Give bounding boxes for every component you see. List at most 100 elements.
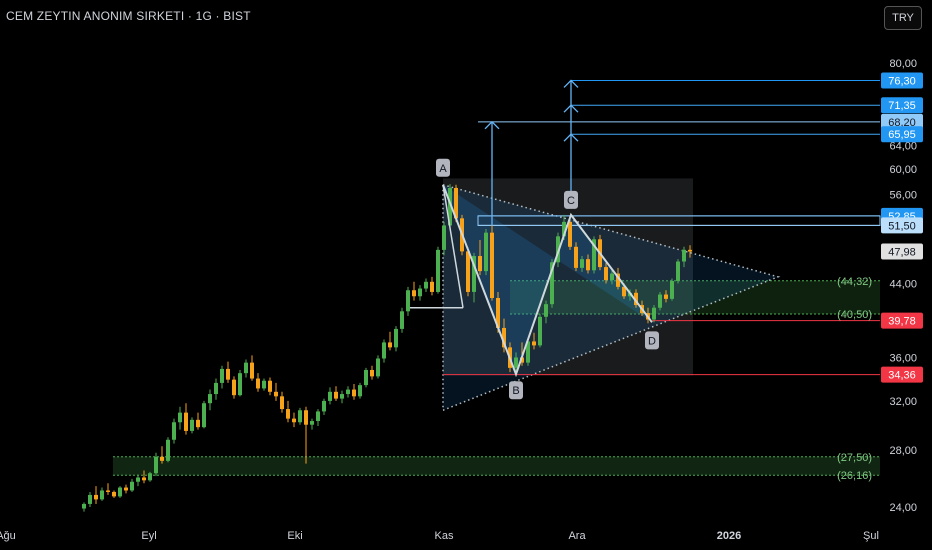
candle-body (118, 487, 122, 497)
candle-body (676, 261, 680, 281)
price-badge-text: 51,50 (888, 220, 916, 232)
candle-body (532, 341, 536, 346)
candle-body (334, 391, 338, 399)
candle (472, 252, 476, 303)
price-label: 68,20 (881, 113, 923, 130)
candle-body (586, 259, 590, 271)
point-label: C (567, 195, 575, 207)
candle-body (538, 316, 542, 346)
candle-body (124, 487, 128, 491)
price-label: 65,95 (881, 126, 923, 143)
candle (262, 378, 266, 391)
candle-body (214, 382, 218, 395)
price-badge-text: 47,98 (888, 247, 916, 259)
candle (388, 331, 392, 351)
candle (346, 386, 350, 398)
candle-body (454, 188, 458, 219)
candle-body (652, 307, 656, 320)
candle-body (544, 304, 548, 317)
candle (274, 382, 278, 401)
price-badge-bg (881, 312, 923, 329)
candle (358, 382, 362, 399)
candle (256, 373, 260, 392)
candle-body (262, 380, 266, 389)
candle-body (418, 288, 422, 297)
x-tick-label: Kas (435, 530, 454, 542)
x-tick-label: 2026 (717, 530, 741, 542)
arrow-head (563, 104, 579, 113)
candle (178, 406, 182, 430)
candle (364, 367, 368, 388)
x-tick-label: Ara (568, 530, 586, 542)
y-tick-label: 24,00 (889, 502, 917, 514)
candle-body (190, 419, 194, 431)
candle (124, 484, 128, 494)
candle (280, 391, 284, 413)
candle (658, 291, 662, 311)
candle-body (280, 396, 284, 410)
candle-body (322, 400, 326, 412)
y-tick-label: 80,00 (889, 58, 917, 70)
candle (406, 286, 410, 316)
candle (604, 263, 608, 284)
candle-body (202, 403, 206, 428)
price-badge-text: 71,35 (888, 100, 916, 112)
candle (412, 281, 416, 301)
candle (100, 487, 104, 501)
candle (418, 285, 422, 301)
y-tick-label: 56,00 (889, 190, 917, 202)
x-tick-label: Eki (287, 530, 302, 542)
point-badge (509, 381, 523, 400)
y-tick-label: 28,00 (889, 445, 917, 457)
candle (394, 326, 398, 352)
candle-body (472, 256, 476, 292)
candle-body (286, 409, 290, 419)
candle (634, 289, 638, 308)
candle (532, 332, 536, 350)
candle (688, 245, 692, 258)
candle-body (442, 225, 446, 250)
price-badge-bg (881, 243, 923, 260)
candle-body (616, 273, 620, 287)
point-label: B (512, 385, 519, 397)
candle-body (490, 232, 494, 299)
candle-body (232, 379, 236, 396)
candle-body (610, 273, 614, 281)
abcd-fill (443, 184, 652, 375)
candle (88, 491, 92, 507)
candle-body (370, 369, 374, 377)
candle-body (142, 477, 146, 481)
candle (238, 369, 242, 397)
candle (490, 225, 494, 301)
candle (310, 418, 314, 430)
price-badge-text: 39,78 (888, 316, 916, 328)
candle-body (484, 232, 488, 272)
candle (322, 398, 326, 416)
current-price-label: 47,98 (881, 243, 923, 260)
candle (136, 474, 140, 487)
chart-title: CEM ZEYTIN ANONIM SIRKETI · 1G · BIST (6, 9, 251, 23)
candle-body (364, 369, 368, 386)
candle (484, 229, 488, 276)
y-tick-label: 60,00 (889, 164, 917, 176)
candle-body (376, 358, 380, 377)
currency-button[interactable]: TRY (884, 6, 922, 30)
candle (436, 246, 440, 294)
candle-body (112, 491, 116, 497)
candle-body (88, 494, 92, 504)
candle-body (304, 410, 308, 425)
candle-body (634, 292, 638, 306)
price-label: 76,30 (881, 72, 923, 89)
pattern-point-b: B (509, 381, 523, 400)
candle (244, 359, 248, 378)
candle-body (298, 410, 302, 423)
candle-body (130, 481, 134, 491)
candle (442, 221, 446, 256)
candle (610, 270, 614, 285)
candle-body (448, 188, 452, 226)
candle-body (268, 380, 272, 392)
candle (148, 471, 152, 482)
candle-body (622, 286, 626, 297)
candle-body (136, 477, 140, 482)
